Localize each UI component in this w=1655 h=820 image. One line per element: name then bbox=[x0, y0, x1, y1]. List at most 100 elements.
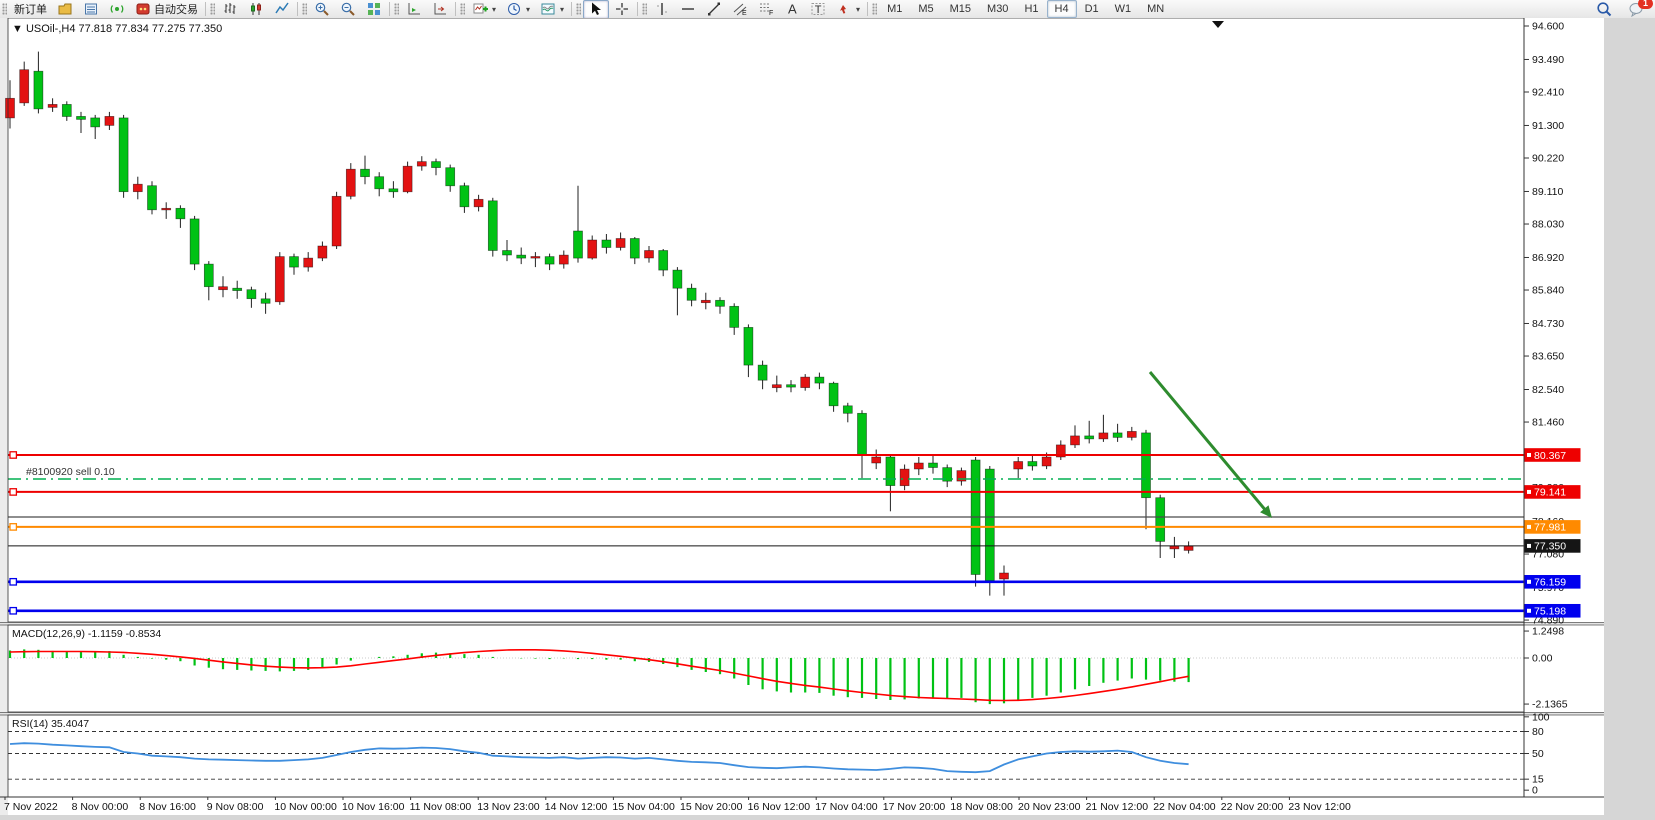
pane-splitter[interactable] bbox=[0, 712, 1604, 716]
tile-windows-icon[interactable] bbox=[361, 0, 387, 19]
svg-text:7 Nov 2022: 7 Nov 2022 bbox=[4, 801, 58, 813]
timeframe-M15[interactable]: M15 bbox=[949, 3, 972, 15]
cursor-icon[interactable] bbox=[583, 0, 610, 19]
svg-text:86.920: 86.920 bbox=[1532, 252, 1564, 264]
chart-profile-icon[interactable] bbox=[52, 0, 78, 19]
svg-text:89.110: 89.110 bbox=[1532, 186, 1563, 198]
svg-text:11 Nov 08:00: 11 Nov 08:00 bbox=[410, 801, 472, 813]
rsi-pane[interactable]: RSI(14) 35.4047 bbox=[8, 718, 1524, 780]
line-handle-icon[interactable] bbox=[9, 523, 18, 531]
svg-text:16 Nov 12:00: 16 Nov 12:00 bbox=[748, 801, 811, 813]
timeframe-W1[interactable]: W1 bbox=[1114, 3, 1132, 15]
price-chart[interactable]: #8100920 sell 0.10 ▼ USOil-,H4 77.818 77… bbox=[0, 18, 1604, 820]
alerts-icon[interactable] bbox=[104, 0, 130, 19]
svg-text:1.2498: 1.2498 bbox=[1532, 626, 1564, 638]
line-handle-icon[interactable] bbox=[9, 451, 18, 459]
notification-badge: 1 bbox=[1638, 0, 1653, 9]
svg-text:77.350: 77.350 bbox=[1534, 541, 1566, 553]
vertical-line-icon[interactable] bbox=[649, 0, 675, 19]
search-icon[interactable] bbox=[1591, 0, 1617, 19]
svg-text:13 Nov 23:00: 13 Nov 23:00 bbox=[477, 801, 540, 813]
price-badge-77.981: 77.981 bbox=[1524, 520, 1581, 534]
arrows-icon[interactable]: ▾ bbox=[831, 0, 865, 19]
periods-icon[interactable]: ▾ bbox=[501, 0, 535, 19]
horizontal-line-icon[interactable] bbox=[675, 0, 701, 19]
svg-text:85.840: 85.840 bbox=[1532, 285, 1564, 297]
svg-text:90.220: 90.220 bbox=[1532, 153, 1564, 165]
fibonacci-icon[interactable]: F bbox=[753, 0, 779, 19]
line-handle-icon[interactable] bbox=[9, 488, 18, 496]
chart-symbol-label: ▼ USOil-,H4 77.818 77.834 77.275 77.350 bbox=[12, 23, 222, 35]
line-chart-icon[interactable] bbox=[269, 0, 295, 19]
svg-text:0: 0 bbox=[1532, 785, 1538, 797]
market-watch-icon[interactable] bbox=[78, 0, 104, 19]
timeframe-MN[interactable]: MN bbox=[1147, 3, 1165, 15]
price-badge-75.198: 75.198 bbox=[1524, 603, 1581, 618]
main-price-pane[interactable]: #8100920 sell 0.10 ▼ USOil-,H4 77.818 77… bbox=[5, 21, 1525, 615]
toolbar-grip bbox=[394, 3, 399, 15]
pane-splitter[interactable] bbox=[0, 622, 1604, 626]
toolbar-grip bbox=[642, 3, 648, 15]
chevron-down-icon: ▾ bbox=[560, 4, 565, 14]
svg-text:88.030: 88.030 bbox=[1532, 219, 1564, 231]
svg-text:20 Nov 23:00: 20 Nov 23:00 bbox=[1018, 801, 1081, 813]
chart-shift-icon[interactable] bbox=[427, 0, 453, 19]
svg-text:83.650: 83.650 bbox=[1532, 351, 1564, 363]
toolbar-grip bbox=[576, 3, 582, 15]
toolbar-separator bbox=[867, 2, 869, 16]
svg-text:17 Nov 20:00: 17 Nov 20:00 bbox=[883, 801, 946, 813]
macd-pane[interactable]: MACD(12,26,9) -1.1159 -0.8534 bbox=[8, 628, 1524, 705]
line-handle-icon[interactable] bbox=[9, 577, 18, 586]
svg-text:23 Nov 12:00: 23 Nov 12:00 bbox=[1288, 801, 1351, 813]
trendline-icon[interactable] bbox=[701, 0, 727, 19]
chevron-down-icon: ▾ bbox=[492, 4, 497, 14]
svg-text:F: F bbox=[769, 10, 773, 17]
time-axis[interactable]: 7 Nov 2022 8 Nov 00:00 8 Nov 16:00 9 Nov 08… bbox=[0, 796, 1604, 813]
indicators-icon[interactable]: ▾ bbox=[467, 0, 501, 19]
svg-text:80.367: 80.367 bbox=[1534, 450, 1566, 462]
toolbar-separator bbox=[297, 2, 298, 16]
line-handle-icon[interactable] bbox=[9, 606, 18, 615]
auto-scroll-icon[interactable] bbox=[401, 0, 427, 19]
templates-icon[interactable]: ▾ bbox=[535, 0, 569, 19]
channel-icon[interactable]: E bbox=[727, 0, 753, 19]
svg-text:80: 80 bbox=[1532, 726, 1544, 738]
workspace-background bbox=[1604, 18, 1655, 820]
rsi-label: RSI(14) 35.4047 bbox=[12, 718, 89, 730]
toolbar-grip bbox=[302, 3, 307, 15]
timeframe-H4[interactable]: H4 bbox=[1046, 0, 1077, 18]
timeframe-M5[interactable]: M5 bbox=[918, 3, 934, 15]
timeframe-H1[interactable]: H1 bbox=[1024, 3, 1039, 15]
chevron-down-icon: ▾ bbox=[856, 4, 861, 14]
timeframe-M1[interactable]: M1 bbox=[887, 3, 903, 15]
bars-chart-icon[interactable] bbox=[217, 0, 243, 19]
svg-text:100: 100 bbox=[1532, 711, 1550, 723]
svg-text:T: T bbox=[815, 4, 822, 16]
new-order-button[interactable]: 新订单 bbox=[9, 0, 52, 19]
macd-label: MACD(12,26,9) -1.1159 -0.8534 bbox=[12, 628, 161, 640]
zoom-in-icon[interactable] bbox=[309, 0, 335, 19]
text-label-icon[interactable]: T bbox=[805, 0, 831, 19]
crosshair-icon[interactable] bbox=[609, 0, 635, 19]
autotrade-button[interactable]: 自动交易 bbox=[130, 0, 203, 19]
chart-shift-marker-icon[interactable] bbox=[1212, 21, 1224, 28]
svg-text:94.600: 94.600 bbox=[1532, 21, 1564, 33]
timeframe-D1[interactable]: D1 bbox=[1084, 3, 1099, 15]
svg-text:91.300: 91.300 bbox=[1532, 120, 1564, 132]
toolbar-separator bbox=[205, 2, 206, 16]
svg-text:21 Nov 12:00: 21 Nov 12:00 bbox=[1086, 801, 1149, 813]
text-icon[interactable]: A bbox=[779, 0, 805, 19]
zoom-out-icon[interactable] bbox=[335, 0, 361, 19]
svg-text:E: E bbox=[742, 10, 747, 17]
chat-icon[interactable]: 1 bbox=[1623, 0, 1653, 19]
timeframe-M30[interactable]: M30 bbox=[987, 3, 1009, 15]
svg-text:92.410: 92.410 bbox=[1532, 87, 1564, 99]
macd-histogram bbox=[8, 649, 1190, 705]
svg-text:22 Nov 20:00: 22 Nov 20:00 bbox=[1221, 801, 1284, 813]
svg-text:17 Nov 04:00: 17 Nov 04:00 bbox=[815, 801, 878, 813]
price-badge-80.367: 80.367 bbox=[1524, 448, 1581, 462]
candles-chart-icon[interactable] bbox=[243, 0, 269, 19]
price-axis[interactable]: 94.600 93.490 92.410 91.300 90.220 89.110 88.0… bbox=[1523, 18, 1581, 797]
toolbar-separator bbox=[455, 2, 456, 16]
trend-arrow-annotation[interactable] bbox=[1148, 371, 1272, 518]
